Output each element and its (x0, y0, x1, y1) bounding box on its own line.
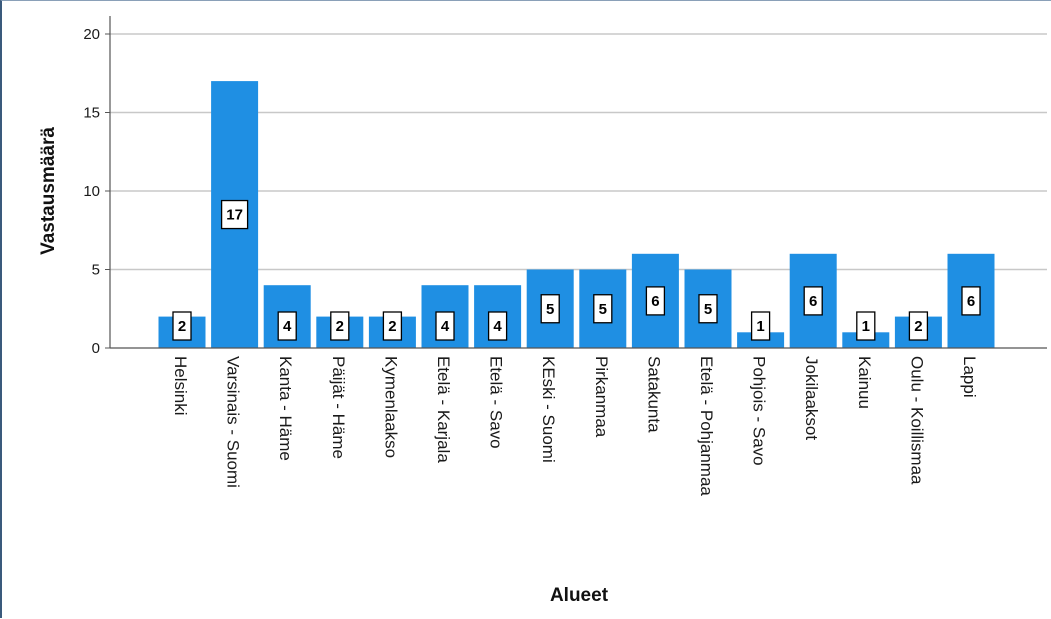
data-label-box (277, 311, 297, 341)
data-label-value: 17 (226, 207, 243, 224)
x-category-label: Varsinais - Suomi (224, 356, 243, 488)
data-label: 17 (220, 199, 249, 230)
y-tick-labels: 0 5 10 15 20 (83, 26, 100, 357)
x-category-label: Etelä - Pohjanmaa (697, 356, 716, 496)
data-label-value: 6 (967, 293, 975, 310)
y-tick-label: 10 (83, 183, 100, 200)
data-label-value: 4 (283, 318, 292, 335)
data-label-box (172, 311, 192, 341)
data-label-value: 6 (651, 293, 659, 310)
x-category-label: Pirkanmaa (592, 356, 611, 438)
data-labels: 2 17 4 2 2 4 4 5 5 6 5 1 6 1 2 6 (172, 199, 981, 341)
data-label-box (330, 311, 350, 341)
x-category-label: KEski - Suomi (539, 356, 558, 463)
data-label: 4 (277, 311, 297, 341)
axes (105, 16, 1047, 349)
x-category-label: Kymenlaakso (381, 356, 400, 458)
bars (158, 81, 995, 348)
x-axis-title: Alueet (550, 585, 609, 606)
y-tick-label: 0 (92, 340, 100, 357)
data-label: 2 (382, 311, 403, 341)
y-axis-title: Vastausmäärä (38, 127, 59, 255)
data-label-box (220, 199, 249, 230)
data-label: 6 (645, 286, 666, 316)
data-label: 5 (698, 294, 718, 324)
x-category-label: Kainuu (855, 356, 874, 409)
y-tick-label: 5 (92, 262, 100, 279)
data-label-value: 2 (388, 318, 396, 335)
gridlines (110, 33, 1047, 271)
data-label-box (961, 286, 981, 316)
data-label-value: 5 (704, 301, 712, 318)
x-category-label: Päijät - Häme (329, 356, 348, 459)
data-label-box (803, 286, 823, 316)
data-label-value: 5 (599, 301, 607, 318)
data-label: 4 (487, 311, 508, 341)
data-label-value: 4 (441, 318, 450, 335)
data-label: 2 (172, 311, 192, 341)
x-category-label: Oulu - Koillismaa (907, 356, 926, 485)
x-category-label: Etelä - Savo (487, 356, 506, 449)
x-category-label: Helsinki (171, 356, 190, 416)
data-label: 2 (330, 311, 350, 341)
data-label-box (908, 311, 929, 341)
data-label-box (856, 311, 876, 341)
x-category-label: Pohjois - Savo (750, 356, 769, 466)
data-label: 6 (803, 286, 823, 316)
y-tick-label: 20 (83, 26, 100, 43)
data-label-box (593, 294, 613, 324)
data-label-value: 4 (493, 318, 502, 335)
data-label: 1 (750, 311, 771, 341)
data-label-value: 1 (756, 318, 764, 335)
data-label: 5 (540, 294, 560, 324)
x-category-label: Jokilaaksot (802, 356, 821, 440)
data-label-value: 6 (809, 293, 817, 310)
x-category-label: Lappi (960, 356, 979, 398)
data-label-box (750, 311, 771, 341)
data-label-value: 5 (546, 301, 554, 318)
x-category-label: Etelä - Karjala (434, 356, 453, 463)
data-label: 4 (435, 311, 455, 341)
data-label: 1 (856, 311, 876, 341)
data-label-value: 2 (914, 318, 922, 335)
data-label-box (487, 311, 508, 341)
data-label-box (540, 294, 560, 324)
data-label-value: 2 (178, 318, 186, 335)
data-label-box (698, 294, 718, 324)
data-label-box (645, 286, 666, 316)
y-tick-label: 15 (83, 105, 100, 122)
data-label: 5 (593, 294, 613, 324)
data-label-box (435, 311, 455, 341)
data-label: 6 (961, 286, 981, 316)
data-label-value: 2 (336, 318, 344, 335)
x-category-label: Kanta - Häme (276, 356, 295, 461)
x-category-labels: Helsinki Varsinais - Suomi Kanta - Häme Päi… (171, 356, 979, 496)
x-category-label: Satakunta (644, 356, 663, 433)
data-label: 2 (908, 311, 929, 341)
data-label-box (382, 311, 403, 341)
data-label-value: 1 (862, 318, 870, 335)
